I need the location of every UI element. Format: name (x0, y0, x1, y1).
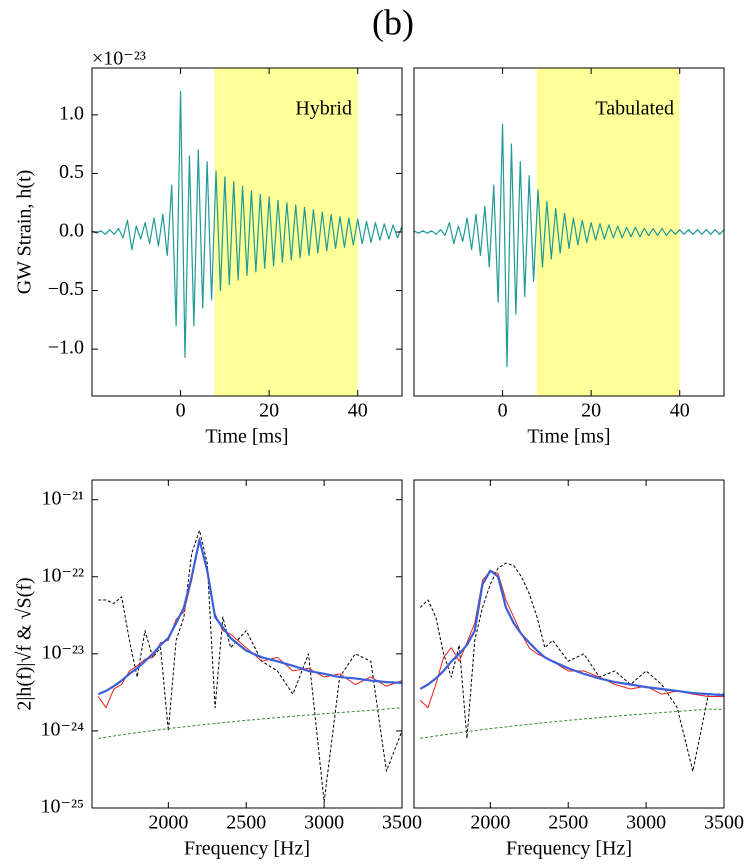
plot-frame (413, 67, 725, 397)
x-tick-label: 3000 (304, 812, 344, 834)
x-tick-label: 20 (581, 400, 601, 422)
panel-annotation: Tabulated (595, 98, 674, 120)
x-tick-label: 20 (259, 400, 279, 422)
x-tick-label: 2500 (548, 812, 588, 834)
y-tick-label: 10⁻²² (41, 564, 84, 586)
y-tick-label: −0.5 (48, 278, 84, 300)
series-line (420, 708, 724, 739)
y-tick-label: −1.0 (48, 337, 84, 359)
y-tick-label: 10⁻²⁵ (40, 796, 84, 818)
y-tick-label: 10⁻²³ (41, 641, 84, 663)
x-tick-label: 3000 (626, 812, 666, 834)
x-tick-label: 40 (670, 400, 690, 422)
panel-annotation: Hybrid (295, 98, 352, 120)
x-tick-label: 0 (498, 400, 508, 422)
x-tick-label: 2000 (148, 812, 188, 834)
y-axis-label: GW Strain, h(t) (14, 170, 36, 295)
plot-frame (413, 479, 725, 809)
axis-offset-text: ×10⁻²³ (92, 48, 146, 70)
series-line (414, 123, 724, 368)
series-line (419, 562, 724, 772)
x-axis-label: Frequency [Hz] (506, 838, 632, 860)
y-tick-label: 10⁻²⁴ (40, 719, 84, 741)
x-axis-label: Frequency [Hz] (184, 838, 310, 860)
y-tick-label: 0.0 (59, 220, 84, 242)
plot-frame (91, 479, 403, 809)
y-tick-label: 0.5 (59, 161, 84, 183)
x-tick-label: 3500 (704, 812, 744, 834)
series-line (419, 570, 724, 709)
series-line (92, 90, 402, 358)
x-tick-label: 40 (348, 400, 368, 422)
y-axis-label: 2|h(f)|√f & √S(f) (14, 577, 36, 710)
series-line (97, 538, 402, 696)
x-tick-label: 3500 (382, 812, 422, 834)
figure-title: (b) (372, 2, 414, 42)
series-line (98, 529, 402, 803)
x-tick-label: 2500 (226, 812, 266, 834)
y-tick-label: 10⁻²¹ (41, 487, 84, 509)
x-tick-label: 0 (176, 400, 186, 422)
series-line (419, 569, 724, 697)
x-axis-label: Time [ms] (527, 426, 610, 448)
x-axis-label: Time [ms] (205, 426, 288, 448)
x-tick-label: 2000 (470, 812, 510, 834)
series-line (97, 537, 402, 709)
series-line (98, 707, 402, 739)
y-tick-label: 1.0 (59, 102, 84, 124)
